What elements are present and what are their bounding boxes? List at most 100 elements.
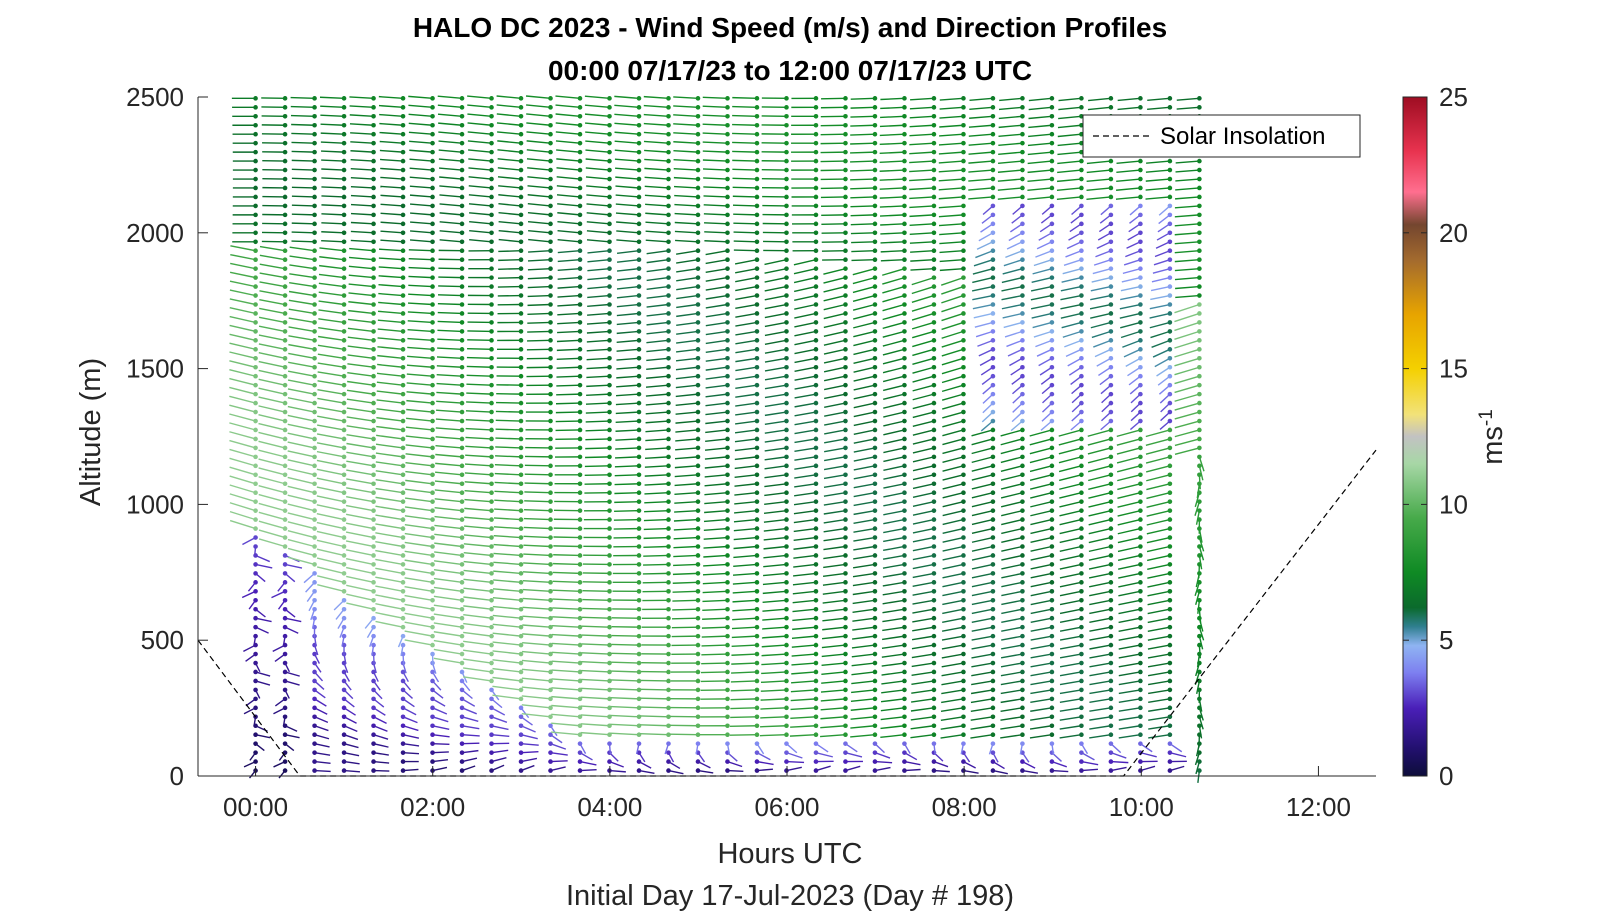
wind-point	[695, 293, 701, 298]
wind-vector	[732, 159, 757, 162]
wind-vector	[551, 660, 581, 664]
wind-point	[990, 589, 996, 594]
wind-point	[489, 723, 494, 729]
wind-point	[253, 400, 258, 406]
wind-point	[843, 302, 848, 307]
wind-point	[902, 624, 907, 630]
wind-vector	[1174, 339, 1200, 349]
wind-vector	[255, 563, 273, 569]
wind-point	[1108, 176, 1114, 182]
wind-point	[872, 347, 878, 352]
wind-point	[607, 669, 612, 675]
wind-point	[459, 158, 465, 164]
wind-vector	[979, 357, 994, 367]
wind-vector	[764, 276, 787, 283]
wind-vector	[1090, 285, 1112, 292]
wind-vector	[850, 178, 875, 181]
wind-vector	[1169, 751, 1187, 758]
wind-vector	[526, 131, 551, 135]
wind-vector	[1154, 357, 1171, 368]
wind-point	[872, 741, 878, 746]
wind-vector	[521, 686, 551, 691]
wind-point	[518, 293, 524, 298]
wind-point	[695, 651, 701, 657]
wind-vector	[764, 330, 787, 337]
wind-vector	[646, 330, 669, 335]
wind-vector	[1087, 106, 1111, 111]
wind-vector	[343, 769, 361, 773]
wind-vector	[585, 438, 610, 441]
wind-vector	[438, 167, 463, 171]
wind-vector	[879, 124, 905, 128]
wind-point	[1167, 508, 1173, 513]
wind-vector	[764, 420, 787, 425]
wind-point	[1138, 472, 1143, 478]
wind-vector	[764, 267, 787, 274]
wind-vector	[941, 635, 964, 641]
wind-point	[400, 158, 406, 164]
wind-point	[902, 131, 907, 137]
wind-vector	[912, 348, 935, 357]
wind-vector	[1069, 223, 1082, 233]
wind-vector	[730, 716, 757, 719]
wind-vector	[520, 757, 538, 763]
wind-vector	[762, 626, 787, 630]
wind-point	[1138, 490, 1143, 496]
wind-vector	[732, 141, 757, 144]
wind-vector	[616, 366, 640, 370]
wind-vector	[291, 123, 315, 126]
wind-point	[1167, 329, 1173, 334]
wind-vector	[493, 561, 522, 566]
wind-vector	[1030, 572, 1053, 579]
wind-point	[459, 176, 465, 182]
wind-point	[990, 131, 996, 137]
wind-point	[813, 257, 819, 262]
wind-point	[1197, 597, 1202, 603]
wind-point	[725, 96, 730, 101]
wind-point	[961, 678, 966, 684]
wind-point	[489, 266, 494, 271]
wind-point	[548, 96, 553, 101]
wind-point	[813, 714, 819, 720]
wind-point	[312, 140, 317, 146]
wind-vector	[287, 441, 315, 449]
wind-point	[990, 248, 996, 254]
wind-vector	[792, 626, 817, 631]
wind-point	[1079, 759, 1084, 764]
wind-point	[725, 481, 730, 487]
wind-point	[253, 669, 258, 675]
wind-vector	[229, 289, 256, 297]
wind-vector	[735, 303, 758, 309]
wind-point	[990, 149, 996, 155]
wind-point	[518, 705, 524, 711]
wind-point	[813, 759, 819, 764]
wind-vector	[496, 113, 522, 117]
wind-vector	[1086, 178, 1111, 183]
wind-point	[459, 212, 465, 218]
wind-vector	[287, 512, 315, 521]
wind-point	[725, 329, 730, 334]
wind-point	[872, 338, 878, 343]
wind-point	[400, 257, 406, 262]
wind-point	[282, 463, 288, 469]
wind-vector	[1001, 644, 1023, 650]
wind-point	[489, 382, 494, 388]
wind-point	[371, 355, 376, 361]
wind-point	[695, 660, 701, 666]
wind-point	[784, 230, 789, 236]
wind-vector	[911, 689, 935, 694]
wind-point	[754, 275, 760, 280]
wind-vector	[616, 294, 640, 299]
wind-point	[253, 580, 258, 585]
wind-point	[1020, 257, 1025, 262]
wind-point	[636, 562, 642, 567]
wind-point	[518, 203, 524, 209]
wind-vector	[643, 536, 669, 540]
wind-vector	[404, 497, 433, 503]
wind-vector	[1116, 456, 1141, 464]
wind-point	[430, 436, 435, 442]
wind-vector	[557, 238, 581, 243]
wind-vector	[1148, 725, 1170, 730]
wind-point	[253, 391, 258, 397]
wind-point	[282, 445, 288, 451]
